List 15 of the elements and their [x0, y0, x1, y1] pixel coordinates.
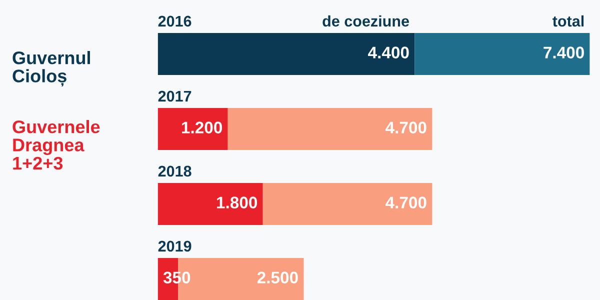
total-label: 4.700: [386, 196, 426, 208]
series-label: de coeziune: [322, 15, 409, 27]
y-tick-label: 2019: [158, 240, 192, 252]
y-tick-label: 2018: [158, 166, 192, 177]
data-label: 1.200: [182, 122, 222, 134]
text: Guvernul Cioloș: [12, 51, 90, 86]
total-label: 2.500: [257, 272, 298, 284]
annotation: total: [552, 15, 584, 27]
total-label: 4.700: [386, 122, 426, 134]
data-label: 4.400: [368, 46, 409, 58]
data-label: 1.800: [217, 196, 258, 208]
total-label: 7.400: [544, 46, 584, 58]
y-tick-label: 2016: [158, 16, 192, 27]
y-tick-label: 2017: [158, 90, 192, 102]
text: Guvernele Dragnea 1+2+3: [12, 120, 100, 170]
